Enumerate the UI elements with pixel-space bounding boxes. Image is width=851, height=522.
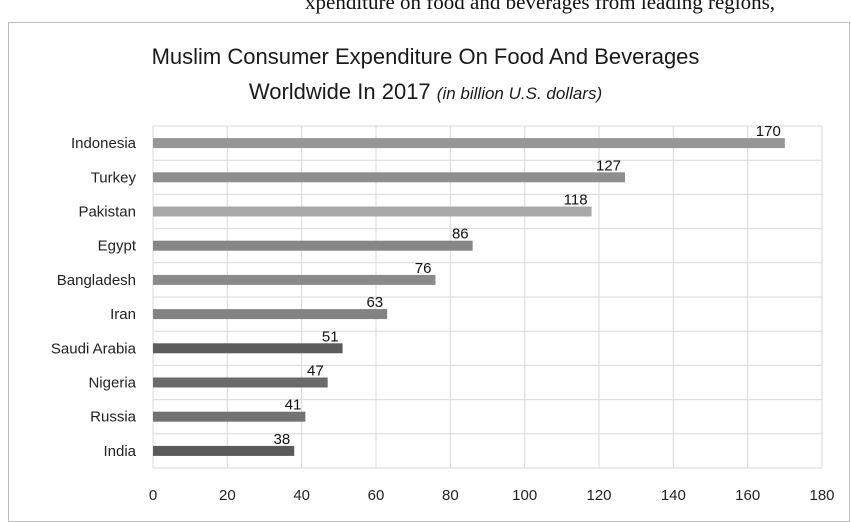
y-tick-label: Indonesia (71, 135, 137, 152)
y-tick-labels: Indonesia Turkey Pakistan Egypt Bangladesh Ir… (51, 135, 137, 460)
bar-egypt (153, 240, 473, 251)
bar-india (153, 445, 295, 456)
chart-title-second: Worldwide In 2017 (248, 79, 431, 104)
data-label: 76 (415, 260, 432, 277)
x-tick-label: 100 (512, 487, 537, 504)
chart-title-main: Muslim Consumer Expenditure On Food And … (151, 44, 700, 69)
data-labels: 170 127 118 86 76 63 51 47 41 38 (274, 123, 781, 448)
data-label: 86 (452, 226, 469, 243)
x-tick-labels: 0 20 40 60 80 100 120 140 160 180 (149, 487, 835, 504)
x-tick-label: 140 (661, 487, 686, 504)
data-label: 170 (756, 123, 781, 140)
chart-title-second-line: Worldwide In 2017 (in billion U.S. dolla… (0, 79, 851, 105)
data-label: 38 (274, 431, 291, 448)
x-tick-label: 180 (809, 487, 834, 504)
x-tick-label: 0 (149, 487, 157, 504)
y-tick-label: Saudi Arabia (51, 340, 137, 357)
y-tick-label: Pakistan (78, 204, 136, 221)
y-tick-label: Nigeria (88, 375, 136, 392)
x-tick-label: 60 (368, 487, 385, 504)
bar-indonesia (153, 138, 785, 149)
data-label: 51 (322, 328, 339, 345)
x-tick-label: 160 (735, 487, 760, 504)
x-tick-label: 80 (442, 487, 459, 504)
data-label: 118 (564, 192, 588, 209)
y-tick-label: Egypt (98, 238, 137, 255)
bar-turkey (153, 172, 626, 183)
y-tick-label: India (103, 443, 136, 460)
x-tick-label: 20 (219, 487, 236, 504)
data-label: 41 (285, 397, 302, 414)
bar-iran (153, 309, 388, 320)
data-label: 47 (307, 363, 324, 380)
bar-saudi-arabia (153, 343, 343, 354)
data-label: 127 (596, 157, 621, 174)
chart-title: Muslim Consumer Expenditure On Food And … (0, 44, 851, 70)
bar-russia (153, 411, 306, 422)
x-tick-label: 120 (586, 487, 611, 504)
chart-title-unit: (in billion U.S. dollars) (436, 84, 603, 103)
chart-frame (8, 22, 850, 522)
y-tick-label: Turkey (91, 169, 137, 186)
bars (153, 138, 785, 456)
bar-bangladesh (153, 274, 436, 285)
y-tick-label: Bangladesh (57, 272, 136, 289)
x-tick-label: 40 (293, 487, 310, 504)
bar-pakistan (153, 206, 592, 217)
gridlines (152, 125, 823, 469)
top-fragment-text: xpenditure on food and beverages from le… (305, 0, 776, 14)
bar-nigeria (153, 377, 328, 388)
top-text-fragment: xpenditure on food and beverages from le… (0, 0, 851, 22)
y-tick-label: Russia (90, 409, 137, 426)
data-label: 63 (366, 294, 383, 311)
y-tick-label: Iran (110, 306, 136, 323)
